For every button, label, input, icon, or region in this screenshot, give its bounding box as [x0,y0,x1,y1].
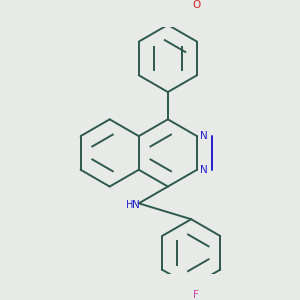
Text: O: O [193,0,201,10]
Text: F: F [193,290,199,300]
Text: N: N [200,165,208,175]
Text: N: N [132,200,140,210]
Text: N: N [200,131,208,141]
Text: H: H [126,200,134,210]
